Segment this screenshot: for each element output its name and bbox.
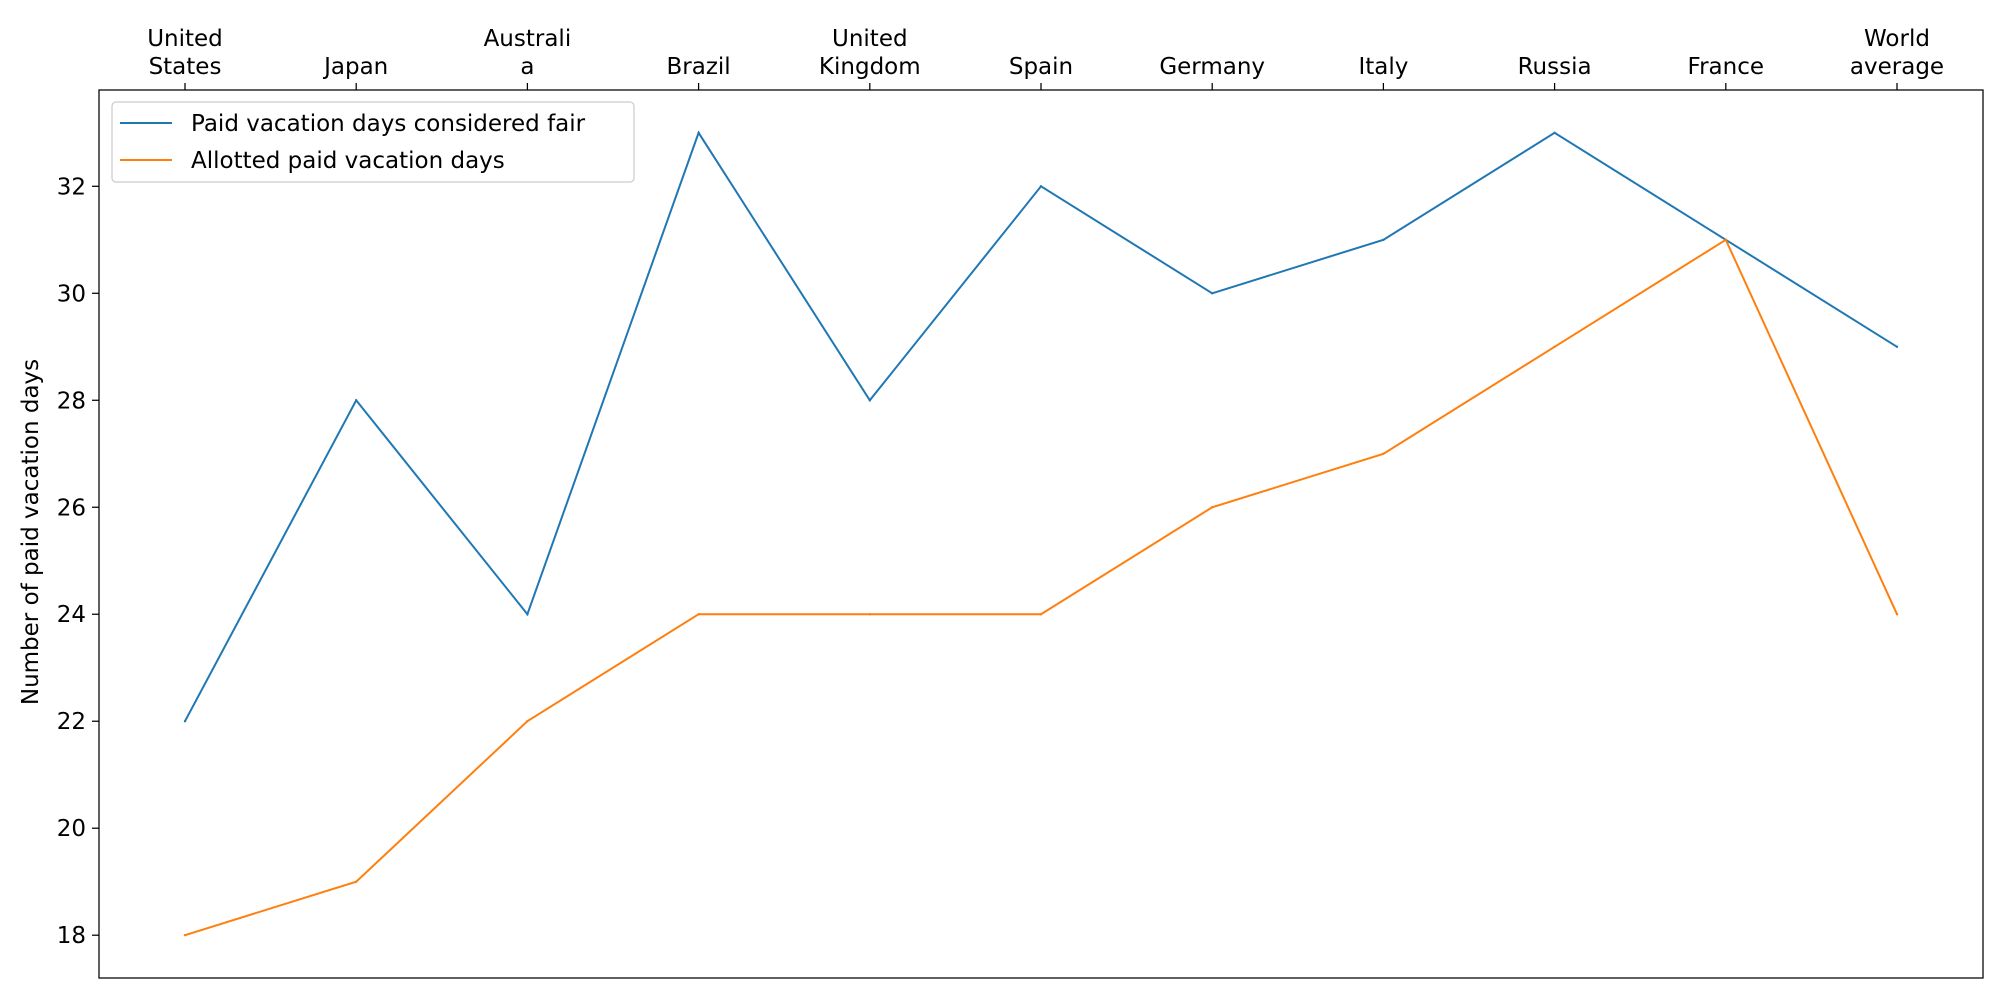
- x-tick-label: Russia: [1518, 54, 1592, 80]
- x-tick-label: United: [832, 26, 908, 52]
- x-tick-label: France: [1688, 54, 1764, 80]
- x-tick-label: World: [1864, 26, 1930, 52]
- x-tick-label: average: [1850, 54, 1944, 80]
- data-point: [1382, 238, 1385, 241]
- y-tick-label: 26: [57, 495, 86, 521]
- data-point: [1039, 185, 1043, 188]
- x-tick-label: Kingdom: [819, 54, 921, 80]
- data-point: [1382, 452, 1385, 455]
- y-tick-label: 28: [57, 388, 86, 414]
- data-point: [697, 131, 700, 134]
- data-point: [1039, 613, 1043, 616]
- data-point: [697, 613, 700, 616]
- x-tick-label: Australi: [484, 26, 572, 52]
- y-tick-label: 22: [57, 709, 86, 735]
- x-tick-label: Japan: [322, 54, 388, 80]
- y-axis: 18 20 22 24 26 28 30 32: [57, 174, 99, 949]
- y-tick-label: 20: [57, 816, 86, 842]
- legend-box: [111, 101, 635, 183]
- data-point: [1724, 238, 1728, 241]
- legend-label: Paid vacation days considered fair: [191, 111, 586, 137]
- data-point: [183, 934, 187, 937]
- y-tick-label: 18: [57, 923, 86, 949]
- x-tick-label: Spain: [1009, 54, 1073, 80]
- y-tick-label: 30: [57, 281, 86, 307]
- data-point: [355, 399, 358, 402]
- legend: Paid vacation days considered fair Allott…: [111, 101, 635, 183]
- data-point: [1211, 292, 1214, 295]
- data-point: [526, 720, 529, 723]
- data-point: [1895, 345, 1899, 348]
- x-tick-label: Italy: [1358, 54, 1408, 80]
- x-tick-label: a: [520, 54, 534, 80]
- data-point: [1553, 345, 1556, 348]
- data-point: [1895, 613, 1899, 616]
- x-tick-label: United: [147, 26, 223, 52]
- data-point: [526, 613, 529, 616]
- data-point: [868, 613, 871, 616]
- data-point: [1553, 131, 1556, 134]
- y-tick-label: 24: [57, 602, 86, 628]
- x-tick-label: Brazil: [667, 54, 731, 80]
- x-tick-label: Germany: [1159, 54, 1265, 80]
- data-point: [868, 399, 871, 402]
- legend-label: Allotted paid vacation days: [191, 148, 505, 174]
- data-point: [1211, 506, 1214, 509]
- y-axis-title: Number of paid vacation days: [18, 359, 44, 705]
- series-layer: [183, 130, 1899, 937]
- x-tick-label: States: [149, 54, 222, 80]
- data-point: [355, 880, 358, 883]
- data-point: [183, 720, 187, 723]
- y-tick-label: 32: [57, 174, 86, 200]
